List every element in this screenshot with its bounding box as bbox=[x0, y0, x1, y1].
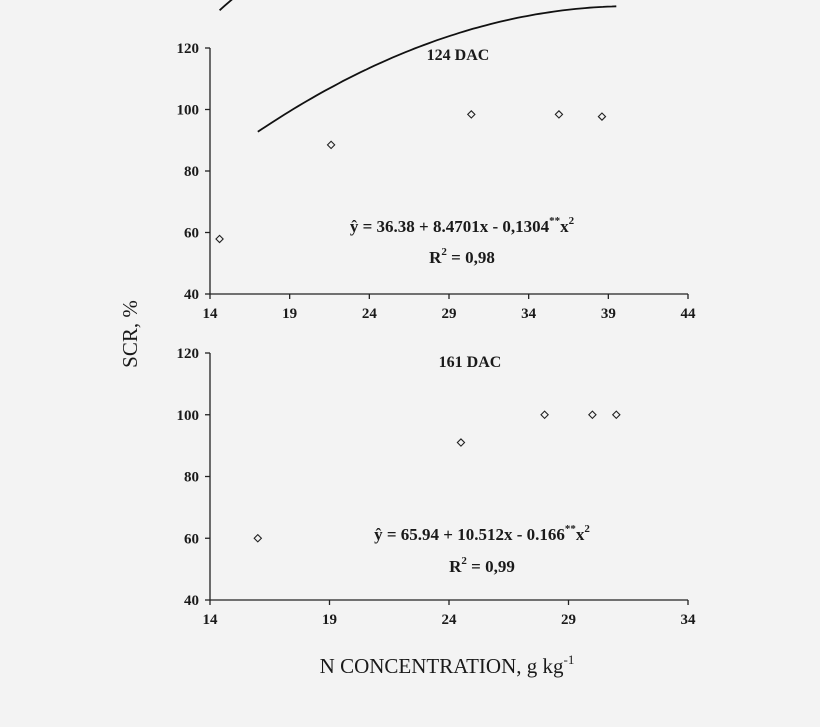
fit-curve bbox=[257, 5, 617, 133]
x-tick-label: 14 bbox=[203, 612, 219, 628]
equation-lhs: ŷ = 36.38 + 8.4701x - 0,1304 bbox=[350, 217, 550, 236]
ticks: 40 60 80 100 120 14 19 24 29 34 39 44 bbox=[177, 41, 697, 322]
equation-significance: ** bbox=[565, 523, 577, 535]
ticks: 40 60 80 100 120 14 19 24 29 34 bbox=[177, 346, 697, 628]
equation-significance: ** bbox=[549, 215, 561, 227]
y-tick-label: 40 bbox=[184, 593, 199, 609]
r-squared: R2 = 0,98 bbox=[429, 246, 495, 267]
panel-124-dac: 40 60 80 100 120 14 19 24 29 34 39 44 124 DAC ŷ = 3… bbox=[177, 0, 697, 322]
y-axis-title: SCR, % bbox=[118, 300, 142, 368]
y-tick-label: 120 bbox=[177, 41, 200, 57]
r-squared: R2 = 0,99 bbox=[449, 555, 515, 576]
r2-label: R bbox=[429, 248, 442, 267]
equation-term: x bbox=[560, 217, 569, 236]
r2-value: = 0,98 bbox=[447, 248, 495, 267]
equation-power: 2 bbox=[569, 215, 575, 227]
regression-equation: ŷ = 36.38 + 8.4701x - 0,1304**x2 bbox=[350, 215, 575, 236]
data-point bbox=[597, 112, 607, 121]
y-tick-label: 80 bbox=[184, 164, 199, 180]
r2-value: = 0,99 bbox=[467, 557, 515, 576]
data-point bbox=[540, 410, 549, 420]
x-tick-label: 29 bbox=[442, 306, 457, 322]
x-tick-label: 19 bbox=[282, 306, 297, 322]
panel-title: 161 DAC bbox=[439, 354, 502, 371]
data-point bbox=[554, 110, 564, 119]
data-point bbox=[253, 533, 263, 543]
data-point bbox=[326, 140, 336, 150]
fit-curve bbox=[219, 0, 233, 11]
x-tick-label: 34 bbox=[681, 612, 697, 628]
data-point bbox=[215, 234, 224, 244]
y-tick-label: 40 bbox=[184, 287, 199, 303]
x-tick-label: 24 bbox=[442, 612, 458, 628]
x-tick-label: 19 bbox=[322, 612, 337, 628]
y-tick-label: 100 bbox=[177, 103, 200, 119]
data-points bbox=[253, 410, 621, 543]
x-tick-label: 29 bbox=[561, 612, 576, 628]
regression-equation: ŷ = 65.94 + 10.512x - 0.166**x2 bbox=[374, 523, 590, 544]
r2-power: 2 bbox=[461, 555, 467, 567]
x-axis-title-sup: -1 bbox=[563, 652, 574, 667]
x-tick-label: 39 bbox=[601, 306, 616, 322]
x-tick-label: 14 bbox=[203, 306, 219, 322]
y-tick-label: 60 bbox=[184, 226, 199, 242]
data-point bbox=[466, 110, 476, 119]
x-axis-title: N CONCENTRATION, g kg-1 bbox=[320, 652, 575, 678]
equation-lhs: ŷ = 65.94 + 10.512x - 0.166 bbox=[374, 525, 565, 544]
r2-power: 2 bbox=[441, 246, 447, 258]
data-point bbox=[588, 410, 597, 420]
panel-161-dac: 40 60 80 100 120 14 19 24 29 34 161 DAC ŷ = 65.94… bbox=[177, 5, 697, 628]
y-tick-label: 60 bbox=[184, 531, 199, 547]
x-tick-label: 34 bbox=[521, 306, 537, 322]
x-axis-title-main: N CONCENTRATION, g kg bbox=[320, 654, 564, 678]
equation-term: x bbox=[576, 525, 585, 544]
y-tick-label: 100 bbox=[177, 408, 200, 424]
x-tick-label: 24 bbox=[362, 306, 378, 322]
data-points bbox=[215, 110, 607, 244]
y-tick-label: 80 bbox=[184, 470, 199, 486]
data-point bbox=[456, 438, 466, 447]
data-point bbox=[611, 410, 621, 420]
equation-power: 2 bbox=[584, 523, 590, 535]
r2-label: R bbox=[449, 557, 462, 576]
panel-title: 124 DAC bbox=[427, 47, 490, 64]
x-tick-label: 44 bbox=[681, 306, 697, 322]
y-tick-label: 120 bbox=[177, 346, 200, 362]
